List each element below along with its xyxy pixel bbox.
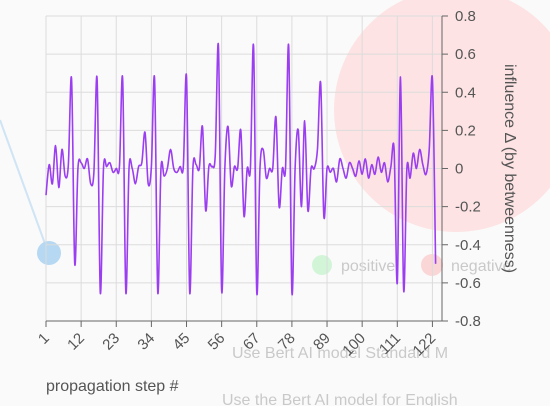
y-tick-labels: 0.8 0.6 0.4 0.2 0 -0.2 -0.4 -0.6 -0.8 [455, 8, 481, 330]
y-axis-title: influence Δ (by betweenness) [501, 64, 518, 273]
y-tick-label: -0.6 [455, 275, 481, 292]
x-tick-label: 111 [376, 330, 404, 358]
y-tick-label: -0.2 [455, 199, 481, 216]
x-tick-label: 34 [134, 330, 158, 354]
x-tick-label: 56 [205, 330, 229, 354]
x-axis-title: propagation step # [46, 378, 179, 395]
x-tick-label: 78 [275, 330, 299, 354]
x-tick-label: 45 [170, 330, 194, 354]
x-tick-label: 100 [339, 330, 369, 360]
x-tick-label: 122 [410, 330, 440, 360]
x-tick-label: 1 [35, 330, 53, 348]
chart-series [46, 43, 436, 294]
x-tick-labels: 1 12 23 34 45 56 67 78 89 100 111 122 [35, 330, 439, 360]
y-tick-label: 0.6 [455, 46, 476, 63]
x-tick-label: 89 [310, 330, 334, 354]
y-tick-label: -0.4 [455, 237, 481, 254]
x-tick-label: 23 [99, 330, 123, 354]
series-line [46, 43, 436, 294]
y-tick-label: 0.4 [455, 84, 476, 101]
y-tick-label: -0.8 [455, 313, 481, 330]
x-tick-label: 12 [64, 330, 88, 354]
x-tick-label: 67 [240, 330, 264, 354]
y-tick-label: 0.2 [455, 122, 476, 139]
y-tick-label: 0.8 [455, 8, 476, 25]
y-tick-label: 0 [455, 161, 463, 178]
